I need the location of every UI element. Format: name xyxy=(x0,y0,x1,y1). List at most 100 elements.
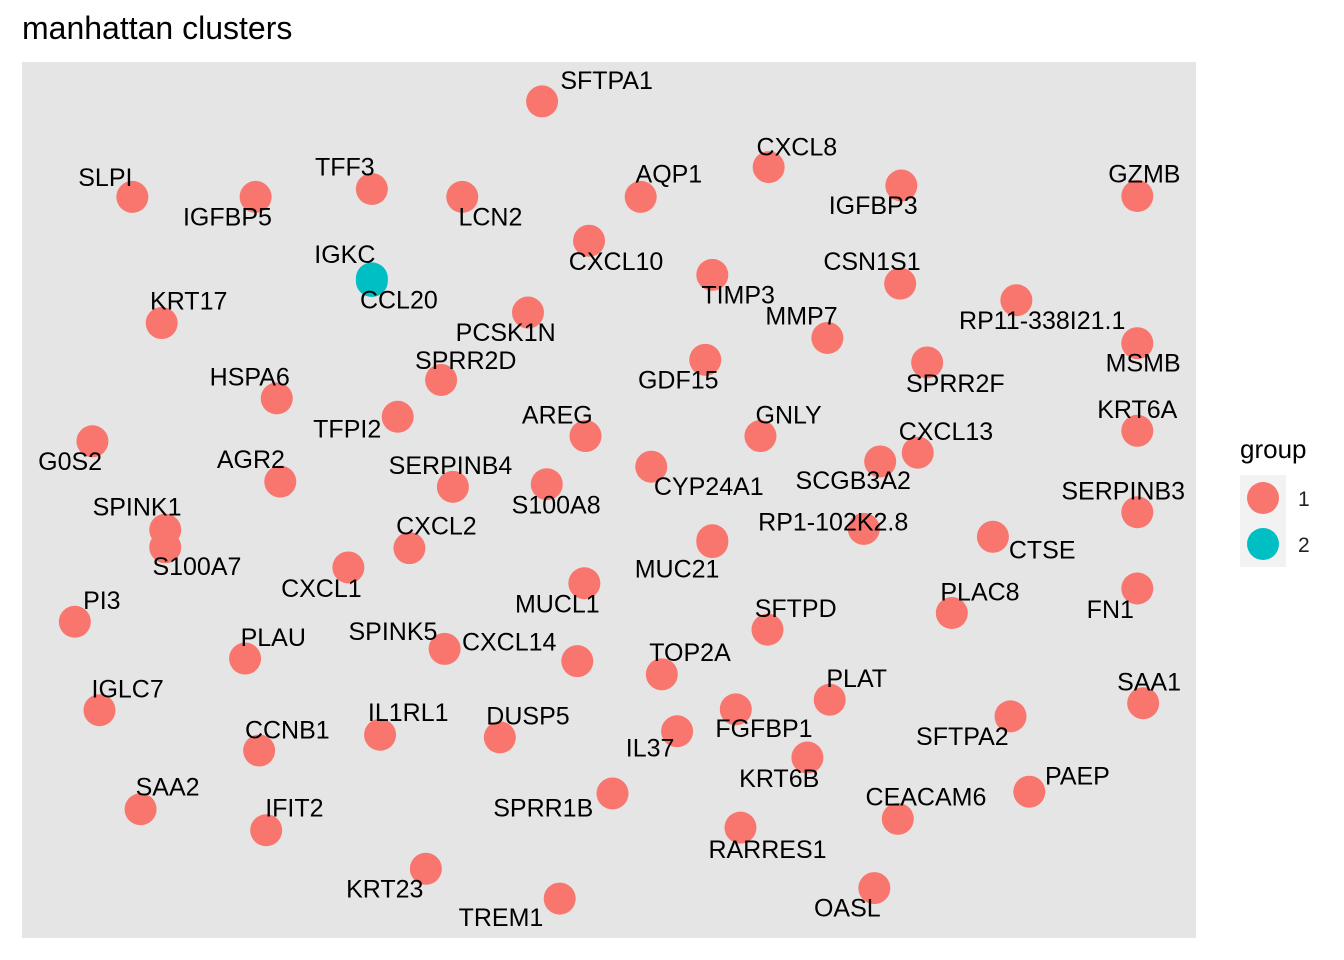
label-il37: IL37 xyxy=(626,734,675,762)
label-sprr1b: SPRR1B xyxy=(493,795,593,823)
label-lcn2: LCN2 xyxy=(458,203,522,231)
point-slpi xyxy=(116,180,149,213)
label-fn1: FN1 xyxy=(1087,596,1134,624)
point-serpinb4 xyxy=(436,470,469,503)
label-cxcl10: CXCL10 xyxy=(569,248,664,276)
point-tfpi2 xyxy=(381,400,414,433)
point-s100a8 xyxy=(530,468,563,501)
legend-entries: 12 xyxy=(1240,475,1310,567)
label-slpi: SLPI xyxy=(78,164,132,192)
point-iglc7 xyxy=(83,694,116,727)
label-igfbp3: IGFBP3 xyxy=(829,192,918,220)
label-s100a7: S100A7 xyxy=(152,553,241,581)
legend-label-1: 1 xyxy=(1298,488,1310,511)
label-aqp1: AQP1 xyxy=(636,160,703,188)
point-areg xyxy=(569,420,602,453)
label-mucl1: MUCL1 xyxy=(515,591,600,619)
label-gnly: GNLY xyxy=(756,401,823,429)
point-rp11-338i21-1 xyxy=(1000,284,1033,317)
label-il1rl1: IL1RL1 xyxy=(368,699,449,727)
point-scgb3a2 xyxy=(864,445,897,478)
label-cxcl1: CXCL1 xyxy=(281,575,362,603)
label-spink1: SPINK1 xyxy=(93,493,182,521)
point-csn1s1 xyxy=(884,267,917,300)
point-gdf15 xyxy=(689,343,722,376)
label-gzmb: GZMB xyxy=(1108,160,1180,188)
label-plat: PLAT xyxy=(826,665,887,693)
label-igfbp5: IGFBP5 xyxy=(183,203,272,231)
point-ctse xyxy=(976,520,1009,553)
label-mmp7: MMP7 xyxy=(765,302,837,330)
point-agr2 xyxy=(264,465,297,498)
point-cxcl2 xyxy=(393,532,426,565)
point-lcn2 xyxy=(446,180,479,213)
label-krt6b: KRT6B xyxy=(739,765,819,793)
point-fgfbp1-point xyxy=(719,693,752,726)
legend-label-2: 2 xyxy=(1298,534,1310,557)
point-saa2 xyxy=(124,793,157,826)
label-muc21: MUC21 xyxy=(635,556,720,584)
label-sprr2d: SPRR2D xyxy=(415,347,516,375)
label-s100a8: S100A8 xyxy=(512,492,601,520)
point-igfbp3 xyxy=(885,169,918,202)
point-plau xyxy=(229,642,262,675)
point-cyp24a1 xyxy=(635,450,668,483)
point-tff3 xyxy=(355,173,388,206)
label-ctse: CTSE xyxy=(1009,536,1076,564)
label-sftpd: SFTPD xyxy=(755,595,837,623)
point-rarres1 xyxy=(724,811,757,844)
point-ccl20 xyxy=(355,265,388,297)
point-gzmb xyxy=(1121,180,1154,213)
point-ccnb1 xyxy=(243,734,276,767)
legend-key-1 xyxy=(1247,482,1279,514)
label-ceacam6: CEACAM6 xyxy=(866,783,987,811)
point-trem1 xyxy=(543,882,576,915)
point-s100a7 xyxy=(149,531,182,564)
label-cyp24a1: CYP24A1 xyxy=(654,473,764,501)
point-cxcl10 xyxy=(573,224,606,257)
point-sprr1b xyxy=(596,777,629,810)
point-serpinb3 xyxy=(1121,496,1154,529)
label-cxcl14: CXCL14 xyxy=(462,628,557,656)
point-pcsk1n xyxy=(511,296,544,329)
label-csn1s1: CSN1S1 xyxy=(823,248,920,276)
label-g0s2: G0S2 xyxy=(38,448,102,476)
label-ccl20: CCL20 xyxy=(360,287,438,315)
label-serpinb3: SERPINB3 xyxy=(1061,478,1185,506)
label-pi3: PI3 xyxy=(83,587,121,615)
label-rarres1: RARRES1 xyxy=(708,836,826,864)
point-msmb xyxy=(1121,327,1154,360)
point-plac8 xyxy=(935,597,968,630)
point-sftpa2 xyxy=(994,700,1027,733)
point-cxcl1 xyxy=(332,551,365,584)
label-ifit2: IFIT2 xyxy=(265,795,323,823)
point-sprr2f xyxy=(911,346,944,379)
point-ifit2 xyxy=(250,814,283,847)
label-igkc: IGKC xyxy=(314,241,375,269)
point-mucl1 xyxy=(568,567,601,600)
label-sftpa2: SFTPA2 xyxy=(916,723,1009,751)
label-serpinb4: SERPINB4 xyxy=(389,452,513,480)
label-gdf15: GDF15 xyxy=(638,366,719,394)
point-sprr2d xyxy=(425,363,458,396)
point-aqp1 xyxy=(624,180,657,213)
point-krt17 xyxy=(145,307,178,340)
point-plat xyxy=(813,683,846,716)
label-agr2: AGR2 xyxy=(217,446,285,474)
label-cxcl8: CXCL8 xyxy=(757,133,838,161)
label-krt17: KRT17 xyxy=(150,288,227,316)
label-saa1: SAA1 xyxy=(1117,669,1181,697)
point-fgfbp1 xyxy=(661,715,694,748)
label-cxcl13: CXCL13 xyxy=(899,418,994,446)
point-hspa6 xyxy=(260,382,293,415)
points-layer xyxy=(58,85,1160,915)
point-muc21 xyxy=(696,526,729,559)
legend: group 12 xyxy=(1240,434,1310,567)
point-spink5 xyxy=(428,632,461,665)
label-rp1-102k2-8: RP1-102K2.8 xyxy=(758,508,908,536)
point-il1rl1 xyxy=(364,718,397,751)
label-spink5: SPINK5 xyxy=(349,618,438,646)
point-timp3 xyxy=(696,258,729,291)
label-sftpa1: SFTPA1 xyxy=(560,67,653,95)
